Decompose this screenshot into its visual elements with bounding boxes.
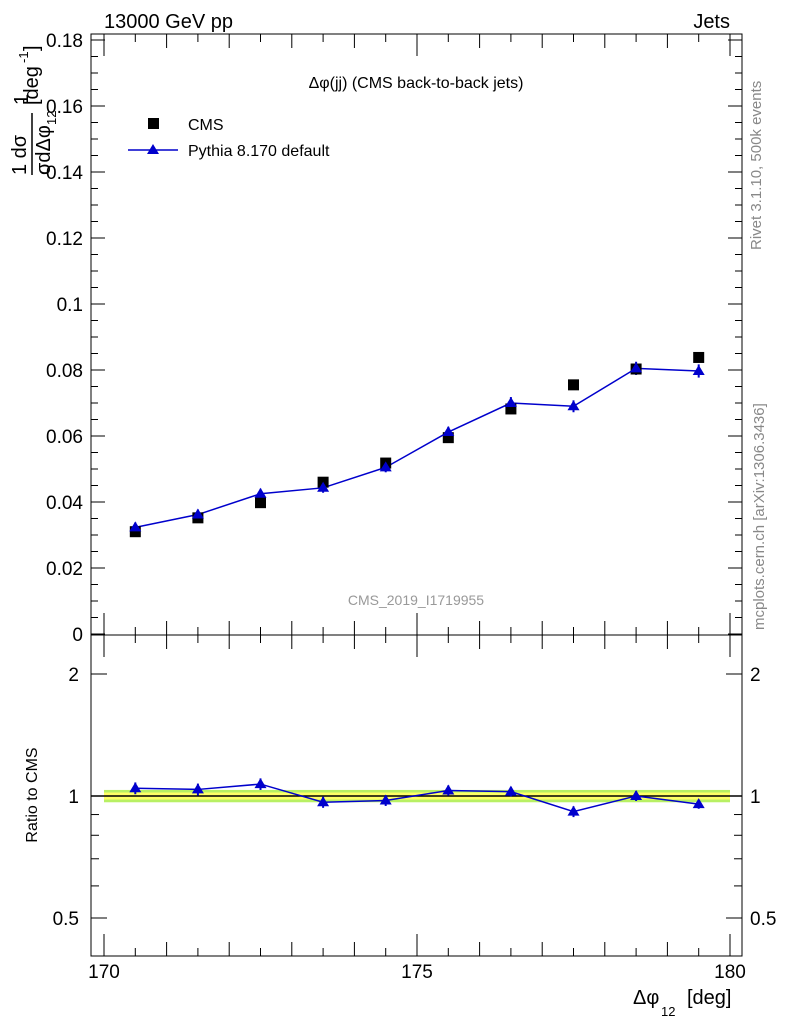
plot-title: Δφ(jj) (CMS back-to-back jets) bbox=[309, 75, 524, 92]
ratio-y-tick-label-right: 1 bbox=[750, 787, 761, 808]
mc-point bbox=[567, 400, 580, 411]
x-axis-label-text: Δφ bbox=[633, 987, 659, 1009]
legend-cms-label: CMS bbox=[188, 117, 224, 134]
ratio-point bbox=[567, 805, 580, 816]
process-label: Jets bbox=[693, 11, 730, 33]
ratio-y-tick-label: 1 bbox=[68, 787, 79, 808]
main-y-tick-label: 0.12 bbox=[46, 229, 83, 250]
main-y-tick-label: 0.04 bbox=[46, 493, 83, 514]
main-series bbox=[129, 351, 705, 538]
cms-point bbox=[505, 403, 517, 415]
ratio-point bbox=[504, 785, 517, 796]
main-y-axis-label: 1 bbox=[11, 94, 33, 105]
legend: CMS Pythia 8.170 default bbox=[128, 117, 330, 160]
ratio-point bbox=[442, 784, 455, 795]
main-panel: 0 0.02 0.04 0.06 0.08 0.1 0.12 0.14 0.16 0.18 Δφ(… bbox=[9, 31, 743, 646]
main-y-tick-label: 0.18 bbox=[46, 31, 83, 52]
ratio-panel: 0.5 0.51 12 2 170 175 180 Ratio to CMS Δφ 12 … bbox=[24, 634, 777, 1019]
cms-point bbox=[568, 379, 579, 391]
ylabel-unit-exp: -1 bbox=[16, 51, 31, 63]
cms-point bbox=[693, 351, 705, 363]
main-y-axis-label-text: 1 bbox=[11, 94, 33, 105]
ylabel-unit-close: ] bbox=[21, 45, 43, 51]
ratio-point bbox=[317, 796, 330, 807]
mc-line bbox=[135, 367, 699, 529]
mc-point bbox=[504, 397, 517, 407]
ratio-y-axis-label: Ratio to CMS bbox=[24, 747, 41, 842]
ratio-y-tick-label: 0.5 bbox=[53, 909, 79, 930]
ratio-point bbox=[129, 782, 142, 793]
main-x-ticks bbox=[103, 34, 731, 635]
main-y-tick-label: 0.08 bbox=[46, 361, 83, 382]
main-y-axis: 0 0.02 0.04 0.06 0.08 0.1 0.12 0.14 0.16 0.18 bbox=[46, 31, 742, 646]
main-y-tick-label: 0.16 bbox=[46, 97, 83, 118]
main-y-tick-label: 0 bbox=[72, 625, 83, 646]
ratio-point bbox=[379, 794, 392, 805]
ratio-line bbox=[135, 783, 699, 813]
cms-point bbox=[255, 497, 266, 509]
cms-point bbox=[442, 432, 454, 444]
x-tick-label: 180 bbox=[714, 962, 746, 983]
x-axis-label: Δφ 12 [deg] bbox=[633, 987, 731, 1019]
ylabel-subscript: 12 bbox=[44, 111, 59, 125]
mc-point bbox=[442, 426, 455, 437]
ratio-point bbox=[191, 783, 204, 794]
mc-point bbox=[630, 362, 643, 373]
x-tick-label: 170 bbox=[88, 962, 120, 983]
ratio-point bbox=[692, 798, 705, 809]
ratio-y-tick-label: 2 bbox=[68, 665, 79, 686]
mc-point bbox=[692, 364, 705, 375]
ylabel-unit: [deg bbox=[21, 66, 43, 105]
main-y-tick-label: 0.06 bbox=[46, 427, 83, 448]
ylabel-numerator: 1 dσ bbox=[9, 134, 31, 175]
ratio-point bbox=[254, 778, 267, 789]
ratio-y-tick-label-right: 2 bbox=[750, 665, 761, 686]
main-y-tick-label: 0.14 bbox=[46, 163, 83, 184]
analysis-watermark: CMS_2019_I1719955 bbox=[348, 592, 484, 608]
mc-point bbox=[317, 481, 330, 492]
ylabel-denominator: σdΔφ bbox=[33, 125, 55, 175]
mcplots-label: mcplots.cern.ch [arXiv:1306.3436] bbox=[751, 403, 768, 630]
legend-mc-label: Pythia 8.170 default bbox=[188, 143, 330, 160]
legend-cms-marker bbox=[148, 118, 159, 129]
x-axis-label-unit: [deg] bbox=[687, 987, 731, 1009]
ratio-point bbox=[630, 790, 643, 800]
main-y-tick-label: 0.1 bbox=[57, 295, 83, 316]
ratio-series bbox=[129, 778, 705, 818]
mc-point bbox=[254, 487, 267, 498]
ratio-y-axis: 0.5 0.5 1 1 2 2 bbox=[53, 665, 777, 930]
x-axis-label-sub: 12 bbox=[661, 1004, 675, 1019]
rivet-label: Rivet 3.1.10, 500k events bbox=[748, 81, 765, 250]
energy-label: 13000 GeV pp bbox=[104, 11, 233, 33]
cms-point bbox=[129, 526, 141, 538]
legend-mc-marker bbox=[147, 144, 159, 154]
ratio-x-axis: 170 175 180 bbox=[88, 635, 746, 983]
x-tick-label: 175 bbox=[401, 962, 433, 983]
mc-point bbox=[129, 521, 142, 532]
main-y-formula: 1 dσ σdΔφ 12 [deg -1 ] bbox=[9, 45, 59, 175]
main-y-tick-label: 0.02 bbox=[46, 559, 83, 580]
mc-point bbox=[379, 461, 392, 472]
mc-point bbox=[191, 508, 204, 519]
ratio-y-tick-label-right: 0.5 bbox=[750, 909, 776, 930]
